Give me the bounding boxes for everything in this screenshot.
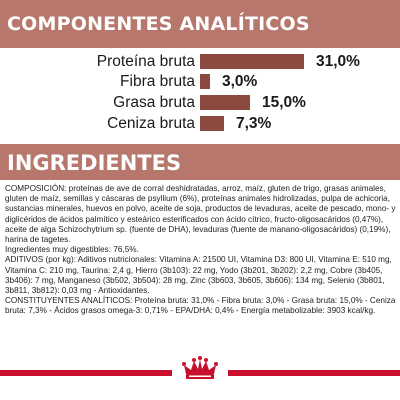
ingredients-banner: INGREDIENTES bbox=[0, 144, 400, 180]
ingredients-text: COMPOSICIÓN: proteínas de ave de corral … bbox=[5, 184, 397, 317]
ingredients-digestibility: Ingredientes muy digestibles: 76,5%. bbox=[5, 245, 139, 255]
analytics-row-value: 31,0% bbox=[316, 53, 360, 70]
analytics-row-protein: Proteína bruta 31,0% bbox=[0, 52, 400, 72]
analytics-row-value: 7,3% bbox=[236, 115, 272, 132]
analytics-row-bar bbox=[200, 95, 250, 110]
analytics-row-ash: Ceniza bruta 7,3% bbox=[0, 114, 400, 134]
analytics-chart: Proteína bruta 31,0% Fibra bruta 3,0% Gr… bbox=[0, 52, 400, 142]
analytics-row-label: Proteína bruta bbox=[96, 53, 195, 70]
ingredients-additives: ADITIVOS (por kg): Aditivos nutricionale… bbox=[5, 255, 392, 296]
analytics-row-bar bbox=[200, 116, 224, 131]
ingredients-composition: COMPOSICIÓN: proteínas de ave de corral … bbox=[5, 184, 396, 245]
footer-line-left bbox=[0, 370, 172, 376]
analytics-row-fat: Grasa bruta 15,0% bbox=[0, 93, 400, 113]
analytics-row-fiber: Fibra bruta 3,0% bbox=[0, 72, 400, 92]
analytics-banner: COMPONENTES ANALÍTICOS bbox=[0, 0, 400, 48]
footer-line-right bbox=[228, 370, 400, 376]
analytics-row-label: Fibra bruta bbox=[120, 73, 195, 90]
royal-canin-crown-icon bbox=[182, 356, 218, 379]
analytics-title: COMPONENTES ANALÍTICOS bbox=[7, 13, 310, 35]
analytics-row-bar bbox=[200, 54, 304, 69]
analytics-row-label: Ceniza bruta bbox=[107, 115, 195, 132]
ingredients-title: INGREDIENTES bbox=[7, 151, 182, 175]
ingredients-constituents: CONSTITUYENTES ANALÍTICOS: Proteína brut… bbox=[5, 296, 396, 316]
analytics-row-value: 3,0% bbox=[222, 73, 258, 90]
analytics-row-value: 15,0% bbox=[262, 94, 306, 111]
analytics-row-label: Grasa bruta bbox=[113, 94, 195, 111]
analytics-row-bar bbox=[200, 74, 210, 89]
